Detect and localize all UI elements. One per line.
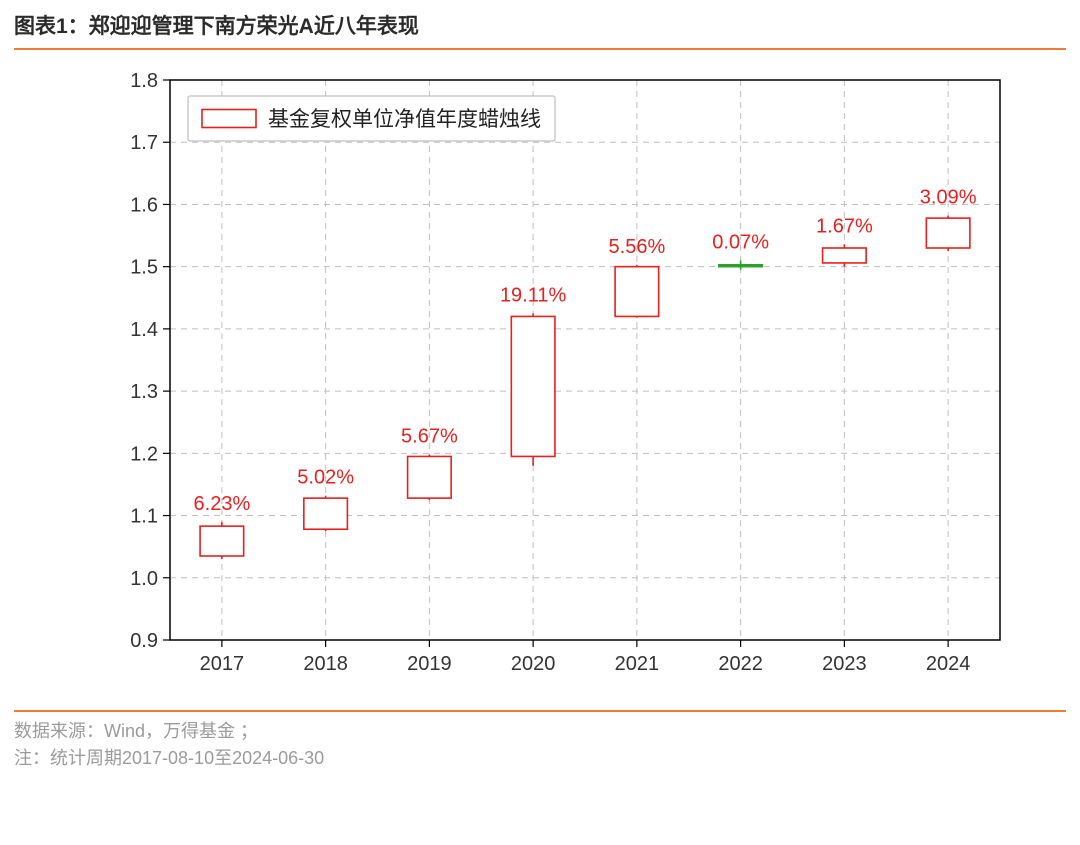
svg-text:2021: 2021 — [615, 653, 660, 675]
svg-text:2017: 2017 — [200, 653, 245, 675]
svg-text:1.6: 1.6 — [130, 194, 158, 216]
svg-text:1.4: 1.4 — [130, 319, 158, 341]
svg-text:2020: 2020 — [511, 653, 556, 675]
svg-text:1.1: 1.1 — [130, 506, 158, 528]
svg-text:2019: 2019 — [407, 653, 452, 675]
svg-text:2022: 2022 — [718, 653, 763, 675]
svg-text:1.3: 1.3 — [130, 381, 158, 403]
svg-text:1.7: 1.7 — [130, 132, 158, 154]
svg-text:1.8: 1.8 — [130, 70, 158, 92]
svg-text:1.0: 1.0 — [130, 568, 158, 590]
svg-text:1.67%: 1.67% — [816, 215, 873, 237]
svg-text:19.11%: 19.11% — [500, 284, 567, 306]
svg-text:2024: 2024 — [926, 653, 971, 675]
footer-note: 注：统计周期2017-08-10至2024-06-30 — [14, 745, 1066, 772]
svg-text:0.9: 0.9 — [130, 630, 158, 652]
svg-text:5.56%: 5.56% — [609, 236, 666, 258]
footer-source: 数据来源：Wind，万得基金 ； — [14, 718, 1066, 745]
svg-text:5.67%: 5.67% — [401, 426, 458, 448]
svg-text:2018: 2018 — [303, 653, 348, 675]
svg-text:基金复权单位净值年度蜡烛线: 基金复权单位净值年度蜡烛线 — [268, 108, 541, 131]
chart-title: 图表1：郑迎迎管理下南方荣光A近八年表现 — [14, 15, 419, 38]
svg-text:1.2: 1.2 — [130, 443, 158, 465]
svg-text:2023: 2023 — [822, 653, 867, 675]
candlestick-chart: 0.9 1.0 1.1 1.2 1.3 1.4 1.5 1.6 1.7 1.8 2017 2018 20… — [60, 50, 1020, 710]
svg-text:1.5: 1.5 — [130, 257, 158, 279]
svg-text:6.23%: 6.23% — [194, 493, 251, 515]
svg-text:5.02%: 5.02% — [297, 467, 354, 489]
svg-text:3.09%: 3.09% — [920, 187, 977, 209]
svg-text:0.07%: 0.07% — [712, 231, 769, 253]
